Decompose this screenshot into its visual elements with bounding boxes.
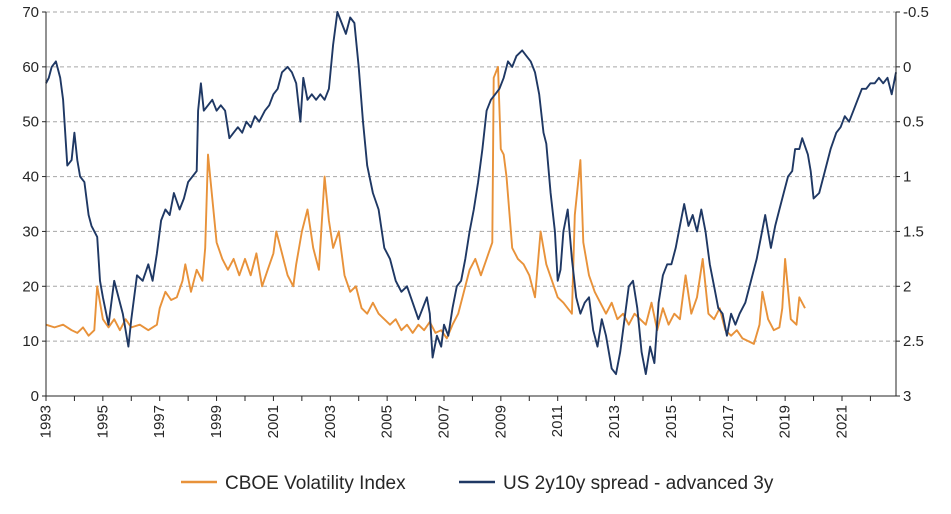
x-tick-label: 2015	[663, 405, 680, 438]
x-axis-ticks: 1993 1995 1997 1999 2001 2003 2005 2007 2009 2011…	[38, 405, 851, 438]
x-tick-label: 2011	[549, 405, 566, 437]
x-tick-label: 2013	[606, 405, 623, 438]
legend: CBOE Volatility Index US 2y10y spread - a…	[181, 473, 774, 494]
legend-vix-label: CBOE Volatility Index	[225, 473, 406, 494]
left-y-tick-label: 0	[31, 388, 39, 405]
legend-spread-label: US 2y10y spread - advanced 3y	[503, 473, 774, 494]
axes	[42, 11, 900, 401]
right-y-tick-label: 1.5	[903, 223, 924, 240]
x-tick-label: 1995	[94, 405, 111, 438]
x-tick-label: 2003	[322, 405, 339, 438]
right-y-tick-label: 1	[903, 169, 911, 186]
right-y-tick-label: 0.5	[903, 114, 924, 131]
right-y-tick-label: 3	[903, 388, 911, 405]
spread-line	[45, 11, 897, 376]
left-y-tick-label: 40	[22, 169, 39, 186]
x-tick-label: 1993	[38, 405, 55, 438]
x-tick-label: 2017	[720, 405, 737, 438]
gridlines	[46, 11, 896, 342]
x-tick-label: 2019	[777, 405, 794, 438]
x-tick-label: 2009	[492, 405, 509, 438]
vix-line	[45, 65, 806, 345]
left-y-tick-label: 70	[22, 4, 39, 21]
left-y-tick-label: 60	[22, 59, 39, 76]
x-tick-label: 2001	[265, 405, 282, 438]
left-y-axis-ticks: 0 10 20 30 40 50 60 70	[22, 4, 39, 405]
left-y-tick-label: 30	[22, 223, 39, 240]
left-y-tick-label: 20	[22, 278, 39, 295]
right-y-tick-label: 2.5	[903, 333, 924, 350]
x-tick-label: 1999	[208, 405, 225, 438]
left-y-tick-label: 10	[22, 333, 39, 350]
right-y-axis-ticks: -0.5 0 0.5 1 1.5 2 2.5 3	[903, 4, 929, 405]
x-tick-label: 2005	[379, 405, 396, 438]
series-lines	[45, 11, 897, 376]
x-tick-label: 1997	[151, 405, 168, 438]
left-y-tick-label: 50	[22, 114, 39, 131]
right-y-tick-label: 2	[903, 278, 911, 295]
x-tick-label: 2007	[435, 405, 452, 438]
right-y-tick-label: 0	[903, 59, 911, 76]
x-tick-label: 2021	[833, 405, 850, 438]
right-y-tick-label: -0.5	[903, 4, 929, 21]
